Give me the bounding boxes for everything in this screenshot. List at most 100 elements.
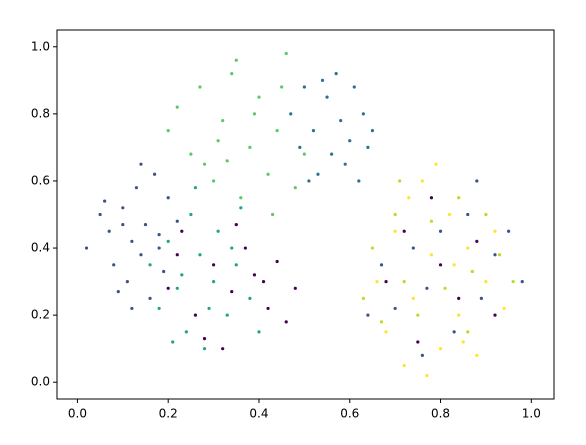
point [166,286,170,290]
point [157,246,161,250]
point [270,212,275,217]
point [189,212,193,217]
point [366,145,370,150]
point [121,206,125,210]
point [175,253,179,257]
point [266,172,270,176]
point [475,179,479,183]
point [339,118,343,123]
point [84,246,89,250]
point [152,172,157,176]
point [248,145,252,150]
point [157,306,161,311]
point [248,296,252,300]
point [402,279,406,284]
point [211,179,216,183]
point [420,353,424,357]
point [243,246,247,250]
point [284,320,288,324]
point [393,229,397,233]
point [348,139,352,143]
point [207,306,211,311]
point [429,196,434,200]
point [225,159,229,163]
point [398,179,402,183]
point [180,229,184,233]
x-tick-label: 0.6 [340,407,359,421]
point [502,306,506,311]
point [484,279,488,284]
point [216,139,220,143]
point [280,85,284,89]
point [466,246,470,250]
point [484,212,488,217]
point [316,172,320,176]
point [230,72,234,76]
point [343,162,347,166]
point [211,279,216,284]
point [293,186,297,190]
point [334,72,338,76]
point [384,330,388,334]
point [148,263,152,267]
point [479,296,483,300]
point [407,196,411,200]
x-tick-label: 0.8 [431,407,450,421]
point [221,118,225,123]
point [261,279,266,284]
point [275,129,279,133]
point [325,95,329,99]
point [125,279,129,284]
point [175,286,179,290]
point [216,229,220,233]
point [307,179,311,183]
point [130,306,134,311]
point [457,196,461,200]
y-tick-label: 0.0 [31,375,50,389]
point [166,239,170,243]
point [162,269,166,274]
point [452,330,456,334]
point [275,259,279,264]
point [466,330,470,334]
point [466,212,470,217]
point [171,340,175,344]
point [448,212,452,217]
point [411,246,415,250]
point [193,186,198,190]
point [107,229,111,233]
point [329,152,334,156]
point [148,296,152,300]
y-tick-label: 1.0 [31,39,50,53]
point [239,196,243,200]
x-tick-label: 0.0 [68,407,87,421]
point [493,229,497,233]
point [393,212,397,217]
point [402,363,406,368]
point [443,286,447,290]
point [193,313,198,317]
point [420,179,424,183]
point [234,58,238,62]
point [166,129,170,133]
point [402,229,406,233]
point [429,219,434,223]
x-tick-label: 0.4 [249,407,268,421]
point [320,78,325,82]
point [157,233,161,237]
point [293,286,297,290]
point [520,279,524,284]
point [457,313,461,317]
point [198,85,202,89]
point [361,112,365,116]
point [379,263,384,267]
point [116,290,120,294]
point [416,313,420,317]
point [298,145,302,150]
point [425,373,429,378]
point [257,330,261,334]
point [112,263,116,267]
y-tick-label: 0.6 [31,173,50,187]
point [497,253,502,257]
